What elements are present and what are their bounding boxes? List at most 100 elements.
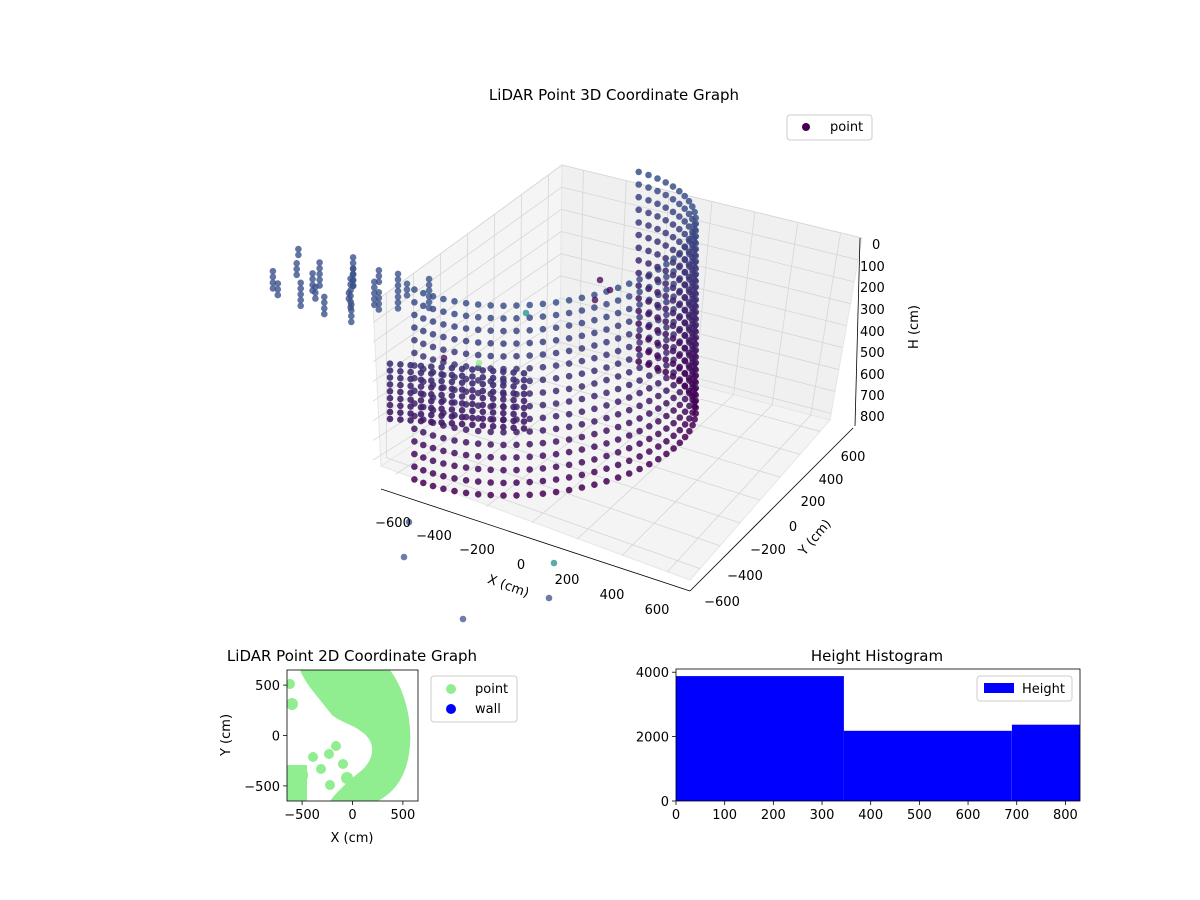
point-3d [670,394,677,402]
x-axis-label-2d: X (cm) [331,831,374,846]
point-3d [578,395,586,403]
grid-x-back [694,201,713,385]
z-tick-label: 0 [872,238,880,253]
point-3d [417,362,425,370]
point-3d [386,388,394,395]
legend-3d-box [786,114,873,141]
point-3d [645,247,652,255]
histogram-ticks: 0 100 200 300 400 500 600 700 800 0 2000 4000 [636,666,1078,823]
point-3d [295,251,302,259]
point-blob [325,780,335,790]
point-3d [591,481,598,489]
point-3d [411,476,418,483]
point-3d [269,267,277,275]
grid-3d [372,164,863,573]
point-3d [662,280,669,287]
point-3d [614,373,622,380]
point-3d [489,374,497,382]
point-3d [663,387,670,395]
point-3d [510,410,517,418]
point-3d [565,309,573,317]
point-3d [691,272,698,279]
point-3d [458,379,466,387]
point-3d [646,423,653,430]
point-3d [681,433,689,441]
point-3d [347,281,354,288]
point-3d [645,348,652,356]
point-3d [636,465,643,473]
point-3d [375,272,383,280]
point-3d [625,419,633,427]
point-3d [458,365,466,373]
point-3d [646,385,653,392]
point-3d [417,397,425,404]
point-3d [411,463,418,471]
point-3d [428,418,435,426]
chart-3d-title: LiDAR Point 3D Coordinate Graph [489,86,739,104]
point-3d [500,396,507,403]
point-3d [691,208,698,216]
point-3d [635,320,642,328]
point-3d [510,390,517,397]
point-3d [438,377,445,385]
point-3d [662,179,669,186]
point-3d [438,384,445,392]
point-3d [663,298,670,306]
point-3d [440,485,447,493]
point-3d [448,420,456,427]
point-3d [539,376,547,384]
point-3d [663,438,670,445]
point-3d [591,316,598,324]
point-3d [500,340,507,348]
point-blob [290,766,308,784]
point-3d [429,343,437,351]
point-3d [578,370,586,378]
point-3d [458,420,466,428]
point-3d [635,244,642,252]
point-3d [539,439,547,447]
y-axis-label-2d: Y (cm) [219,714,234,757]
hist-y-tick-label: 2000 [636,731,669,746]
point-3d [691,221,698,229]
point-3d [636,301,643,308]
point-blob [287,698,298,710]
point-3d [539,338,547,346]
point-3d [685,235,693,243]
x-tick-label: 200 [555,573,580,588]
point-3d [654,339,661,347]
point-3d [462,489,470,497]
point-3d [689,228,696,236]
point-3d [451,336,458,343]
point-3d [681,205,688,212]
point-3d [614,360,622,368]
point-3d [691,259,698,267]
point-3d-outlier [459,615,467,623]
point-3d [669,360,677,368]
point-3d [669,233,677,241]
point-3d [625,318,633,326]
point-blob [341,772,353,784]
point-3d [689,279,696,286]
point-3d [685,210,693,218]
point-3d [645,336,652,343]
z-axis-label: H (cm) [907,305,922,349]
point-3d [646,372,653,380]
point-3d [663,374,670,382]
point-3d [394,287,402,295]
point-3d [591,354,598,362]
hist-x-tick-label: 400 [858,808,883,823]
point-3d [451,475,458,482]
point-3d [681,281,688,288]
chart-2d-title: LiDAR Point 2D Coordinate Graph [227,647,477,665]
point-3d [386,394,394,402]
point-3d [397,409,404,417]
point-3d [462,337,470,345]
point-3d [438,364,445,371]
point-3d [462,464,470,471]
point-3d [451,348,458,356]
z-tick-label: 300 [860,303,885,318]
point-3d [635,181,642,188]
point-3d [654,238,661,245]
point-3d [552,412,560,420]
point-3d [685,223,693,230]
